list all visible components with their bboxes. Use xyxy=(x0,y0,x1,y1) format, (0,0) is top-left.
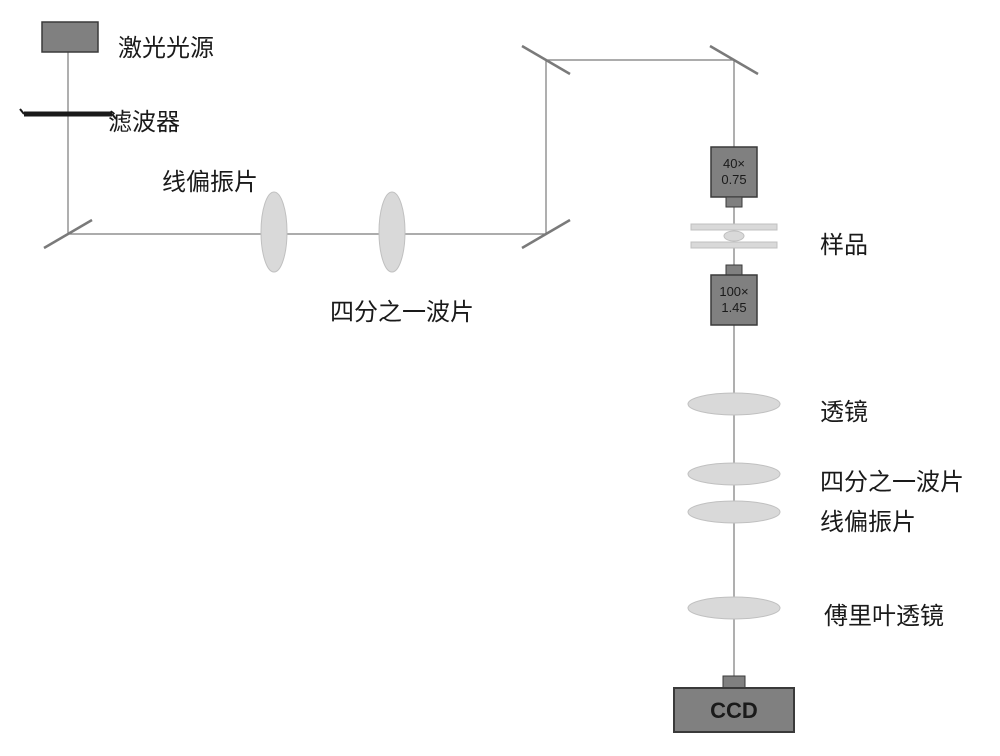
svg-text:40×: 40× xyxy=(723,156,745,171)
label-linear-polarizer: 线偏振片 xyxy=(162,162,258,197)
label-lens: 透镜 xyxy=(820,392,868,427)
label-linear-polarizer-2: 线偏振片 xyxy=(820,502,916,537)
label-fourier-lens: 傅里叶透镜 xyxy=(824,596,944,631)
label-laser: 激光光源 xyxy=(118,28,214,63)
svg-text:CCD: CCD xyxy=(710,698,758,723)
svg-text:100×: 100× xyxy=(719,284,748,299)
label-quarter-wave: 四分之一波片 xyxy=(330,292,474,327)
label-sample: 样品 xyxy=(820,225,868,260)
label-quarter-wave-2: 四分之一波片 xyxy=(820,462,964,497)
svg-text:1.45: 1.45 xyxy=(721,300,746,315)
label-filter: 滤波器 xyxy=(108,102,180,137)
svg-text:0.75: 0.75 xyxy=(721,172,746,187)
